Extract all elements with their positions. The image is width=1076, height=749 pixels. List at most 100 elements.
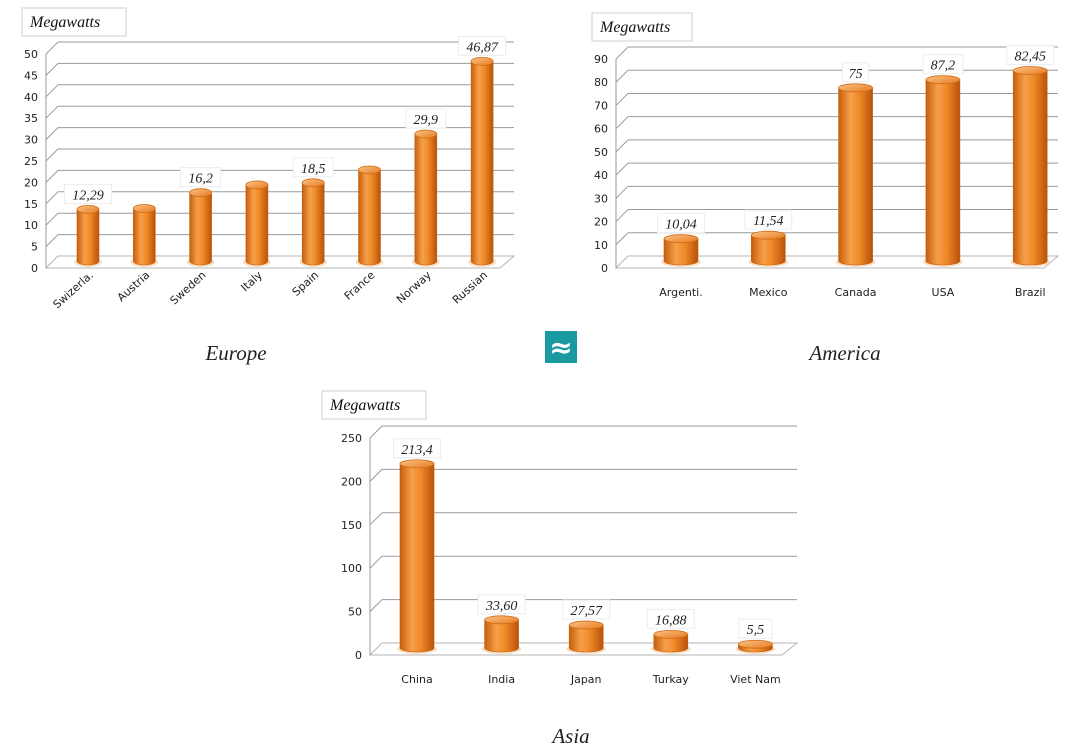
x-tick-label: Turkay — [652, 673, 689, 686]
gridline-depth — [369, 555, 383, 569]
y-tick-label: 30 — [24, 134, 38, 147]
gridline-depth — [45, 191, 59, 205]
y-tick-label: 0 — [31, 262, 38, 275]
gridline-depth — [615, 69, 629, 83]
gridline-depth — [45, 105, 59, 119]
y-tick-label: 90 — [594, 53, 608, 66]
y-tick-label: 150 — [341, 519, 362, 532]
y-tick-label: 20 — [594, 216, 608, 229]
chart-floor — [368, 642, 799, 656]
x-tick-label: France — [342, 268, 378, 302]
gridline-depth — [615, 232, 629, 246]
gridline-depth — [615, 162, 629, 176]
y-tick-label: 250 — [341, 432, 362, 445]
data-label-box — [1006, 45, 1055, 66]
data-label-box — [458, 35, 507, 56]
y-tick-label: 10 — [24, 219, 38, 232]
bar-italy — [242, 180, 271, 267]
data-label-box — [405, 108, 447, 129]
data-label: 12,29 — [72, 188, 104, 203]
y-tick-label: 0 — [355, 649, 362, 662]
y-tick-label: 30 — [594, 192, 608, 205]
gridline-depth — [615, 93, 629, 106]
bar-mexico — [748, 230, 789, 267]
y-tick-label: 0 — [601, 262, 608, 275]
x-tick-label: China — [401, 673, 432, 686]
y-tick-label: 5 — [31, 241, 38, 254]
unit-label-box — [21, 7, 127, 37]
y-tick-label: 60 — [594, 123, 608, 136]
x-tick-label: USA — [932, 286, 955, 299]
gridline-depth — [45, 234, 59, 247]
data-label-box — [180, 167, 222, 188]
bar-china — [397, 459, 437, 654]
gridline-depth — [615, 185, 629, 199]
gridline-depth — [615, 209, 629, 222]
y-tick-label: 40 — [594, 169, 608, 182]
gridline-depth — [45, 127, 59, 140]
chart-title: Europe — [204, 341, 266, 365]
gridline-depth — [45, 63, 59, 76]
bar-russian — [468, 56, 497, 267]
data-label: 27,57 — [570, 604, 603, 619]
gridline-depth — [369, 469, 383, 482]
bar-argenti — [661, 234, 701, 267]
y-tick-label: 40 — [24, 91, 38, 104]
bar-viet-nam — [735, 639, 776, 654]
x-tick-label: Norway — [394, 268, 434, 306]
data-label: 213,4 — [401, 443, 433, 458]
data-label: 82,45 — [1014, 50, 1046, 65]
gridline-depth — [369, 599, 383, 612]
x-tick-label: Argenti. — [659, 286, 702, 299]
data-label: 16,88 — [655, 613, 687, 628]
data-label-box — [64, 183, 112, 204]
y-tick-label: 20 — [24, 176, 38, 189]
bar-sweden — [186, 188, 215, 267]
y-tick-label: 15 — [24, 198, 38, 211]
y-tick-label: 35 — [24, 112, 38, 125]
x-tick-label: Spain — [290, 269, 322, 299]
bar-austria — [130, 204, 159, 267]
bar-india — [481, 615, 522, 654]
x-tick-label: Sweden — [168, 269, 209, 308]
gridline-depth — [45, 84, 59, 98]
approx-symbol-icon: ≈ — [545, 331, 577, 364]
y-tick-label: 200 — [341, 475, 362, 488]
gridline-depth — [615, 116, 629, 130]
data-label: 16,2 — [188, 172, 213, 187]
data-label-box — [292, 157, 334, 178]
y-tick-label: 100 — [341, 562, 362, 575]
data-label: 46,87 — [466, 40, 499, 55]
data-label-box — [646, 608, 695, 629]
chart-title: Asia — [550, 724, 589, 748]
unit-label-box — [591, 12, 693, 42]
data-label: 5,5 — [747, 623, 765, 638]
approx-symbol: ≈ — [549, 331, 572, 364]
data-label-box — [738, 618, 773, 639]
unit-label-box — [321, 390, 427, 420]
x-tick-label: Mexico — [749, 286, 788, 299]
bar-canada — [835, 83, 876, 267]
data-label: 33,60 — [485, 599, 518, 614]
data-label-box — [562, 599, 611, 620]
y-tick-label: 10 — [594, 239, 608, 252]
x-tick-label: Russian — [450, 269, 490, 307]
y-tick-label: 25 — [24, 155, 38, 168]
chart-title: America — [807, 341, 880, 365]
y-axis-unit-label: Megawatts — [29, 14, 100, 31]
bar-france — [355, 165, 384, 267]
data-label-box — [744, 209, 793, 230]
gridline-depth — [45, 41, 59, 55]
x-tick-label: Austria — [115, 269, 153, 305]
data-label-box — [842, 62, 870, 83]
bar-japan — [566, 620, 607, 654]
chart-floor — [44, 255, 516, 269]
bar-norway — [411, 129, 440, 267]
gridline-depth — [45, 148, 59, 162]
x-tick-label: Italy — [238, 268, 265, 294]
y-axis-unit-label: Megawatts — [599, 19, 670, 36]
bar-usa — [922, 75, 963, 267]
data-label-box — [477, 594, 526, 615]
x-tick-label: Brazil — [1015, 286, 1046, 299]
